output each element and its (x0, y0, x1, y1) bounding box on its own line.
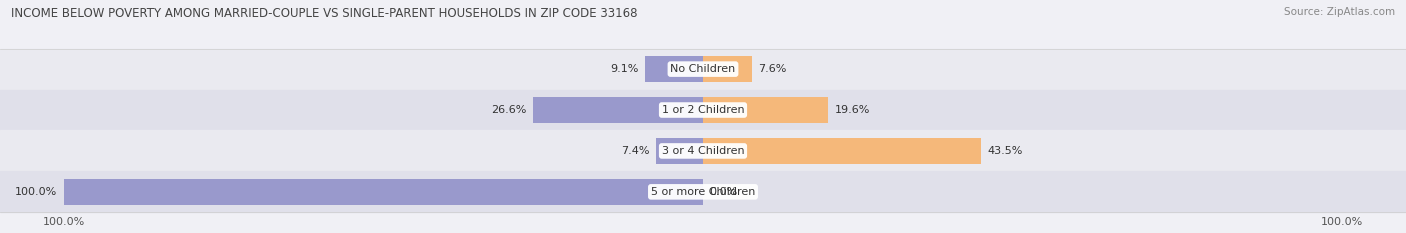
Text: 100.0%: 100.0% (15, 187, 58, 197)
Text: 9.1%: 9.1% (610, 64, 638, 74)
Text: 5 or more Children: 5 or more Children (651, 187, 755, 197)
Bar (63, 179, 703, 205)
Bar (703, 97, 828, 123)
Text: 26.6%: 26.6% (491, 105, 527, 115)
Text: 7.6%: 7.6% (758, 64, 786, 74)
Bar (0, 130, 1406, 171)
Bar (655, 138, 703, 164)
Text: 3 or 4 Children: 3 or 4 Children (662, 146, 744, 156)
Text: 19.6%: 19.6% (835, 105, 870, 115)
Bar (703, 138, 981, 164)
Text: INCOME BELOW POVERTY AMONG MARRIED-COUPLE VS SINGLE-PARENT HOUSEHOLDS IN ZIP COD: INCOME BELOW POVERTY AMONG MARRIED-COUPL… (11, 7, 638, 20)
Bar (0, 171, 1406, 212)
Bar (0, 89, 1406, 130)
Text: 1 or 2 Children: 1 or 2 Children (662, 105, 744, 115)
Text: 7.4%: 7.4% (621, 146, 650, 156)
Bar (533, 97, 703, 123)
Bar (645, 56, 703, 82)
Text: Source: ZipAtlas.com: Source: ZipAtlas.com (1284, 7, 1395, 17)
Bar (703, 56, 752, 82)
Text: No Children: No Children (671, 64, 735, 74)
Text: 0.0%: 0.0% (710, 187, 738, 197)
Text: 43.5%: 43.5% (987, 146, 1022, 156)
Bar (0, 49, 1406, 89)
